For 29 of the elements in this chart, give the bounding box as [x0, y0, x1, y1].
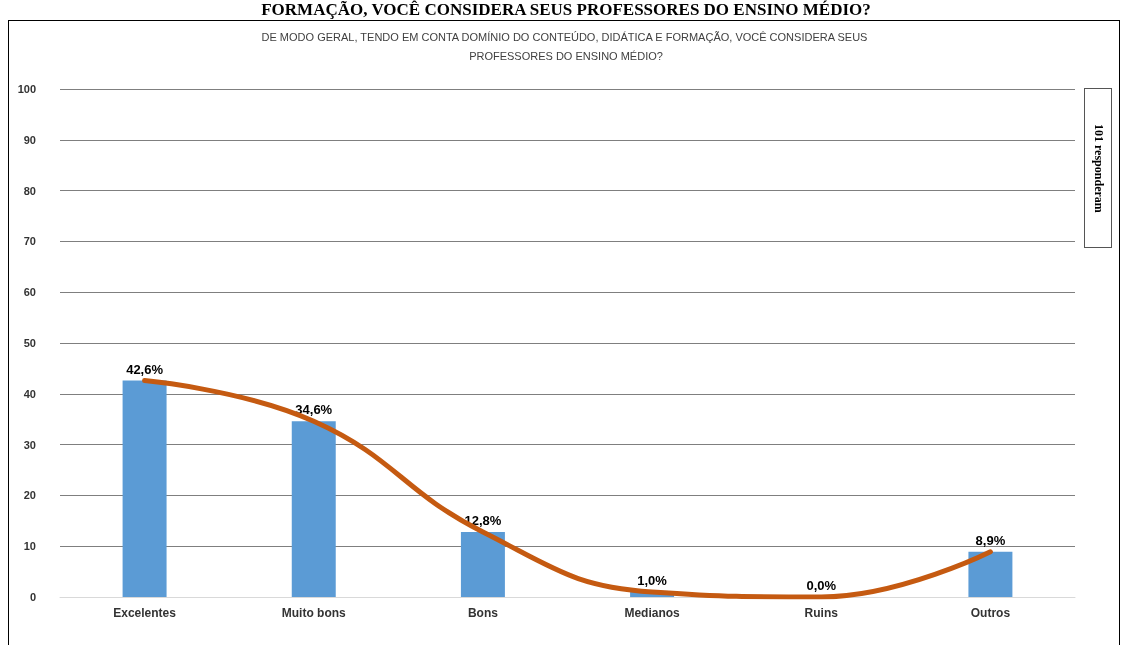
- y-tick-label: 10: [23, 540, 36, 553]
- data-label: 0,0%: [806, 578, 837, 593]
- x-tick-label: Bons: [467, 606, 499, 620]
- x-tick-label: Ruins: [804, 606, 839, 620]
- x-tick-label: Outros: [970, 606, 1011, 620]
- y-tick-label: 70: [23, 235, 36, 248]
- x-tick-label: Muito bons: [281, 606, 347, 620]
- data-label: 42,6%: [126, 361, 164, 377]
- y-tick-label: 60: [23, 286, 36, 299]
- data-label: 8,9%: [975, 532, 1006, 548]
- chart-title: DE MODO GERAL, TENDO EM CONTA DOMÍNIO DO CONTEÚDO, DIDÁTICA E FORMAÇÃO, VOCÊ CONSIDERA SEUS PROFESSORES DO ENSINO MÉDIO?: [261, 30, 871, 62]
- y-tick-label: 20: [23, 489, 36, 502]
- x-tick-label: Excelentes: [113, 606, 177, 620]
- x-tick-label: Medianos: [624, 606, 681, 620]
- y-tick-label: 100: [17, 83, 36, 95]
- bar: [122, 380, 167, 597]
- bar: [291, 421, 336, 597]
- y-tick-label: 30: [23, 438, 36, 451]
- y-tick-label: 80: [23, 184, 36, 197]
- y-tick-label: 50: [23, 337, 36, 349]
- bar: [460, 531, 505, 597]
- y-tick-label: 0: [29, 591, 36, 603]
- text-frame: 101 responderam: [1084, 88, 1112, 248]
- data-label: 1,0%: [637, 572, 668, 588]
- data-label: 34,6%: [295, 402, 333, 418]
- bar: [968, 551, 1013, 597]
- text: FORMAÇÃO, VOCÊ CONSIDERA SEUS PROFESSORES DO ENSINO MÉDIO?: [260, 0, 872, 19]
- y-tick-label: 90: [23, 133, 36, 146]
- y-tick-label: 40: [23, 387, 36, 400]
